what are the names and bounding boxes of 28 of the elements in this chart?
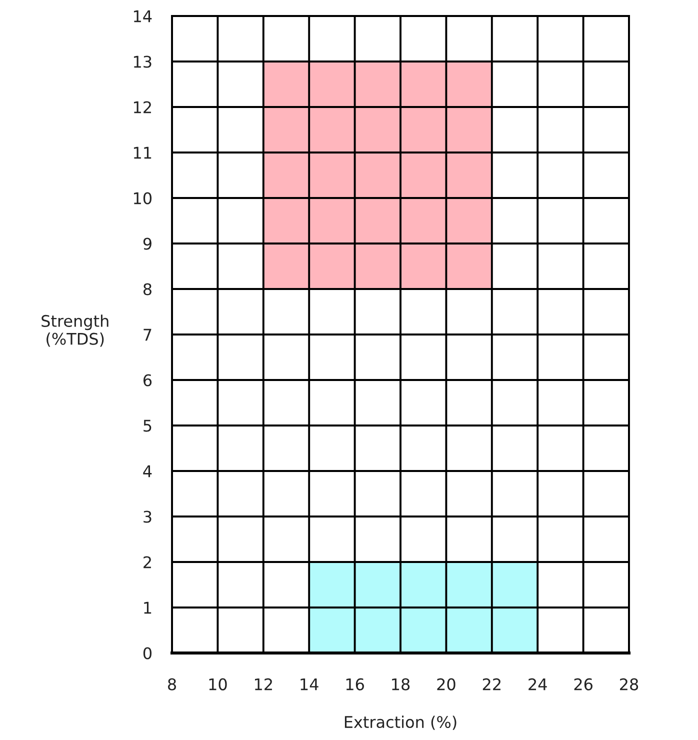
x-tick-label: 22 [482, 678, 500, 690]
y-tick-label: 7 [144, 328, 152, 341]
y-tick-label: 5 [144, 420, 152, 432]
x-tick-label: 8 [168, 678, 176, 690]
x-tick-label: 16 [346, 678, 364, 690]
x-tick-label: 14 [300, 678, 318, 690]
y-axis-title: Strength (%TDS) [42, 314, 108, 347]
y-tick-label: 10 [134, 192, 152, 204]
x-axis-title: Extraction (%) [344, 716, 456, 730]
y-tick-label: 0 [143, 647, 152, 660]
y-tick-label: 8 [143, 283, 152, 296]
x-tick-label: 12 [254, 678, 272, 690]
y-tick-label: 12 [134, 101, 151, 114]
x-tick-label: 28 [620, 678, 638, 690]
x-tick-label: 26 [574, 678, 592, 690]
x-tick-label: 10 [209, 678, 227, 690]
y-tick-label: 3 [144, 510, 152, 523]
y-tick-label: 4 [143, 465, 152, 478]
y-tick-label: 13 [134, 56, 152, 68]
x-tick-label: 20 [437, 678, 456, 690]
y-tick-label: 9 [143, 238, 152, 250]
y-tick-label: 1 [144, 602, 152, 614]
y-tick-label: 14 [134, 10, 152, 22]
y-tick-label: 6 [144, 374, 152, 386]
y-tick-label: 11 [134, 146, 152, 159]
x-tick-label: 24 [528, 678, 547, 690]
x-tick-label: 18 [392, 678, 410, 690]
y-tick-label: 2 [144, 556, 151, 568]
